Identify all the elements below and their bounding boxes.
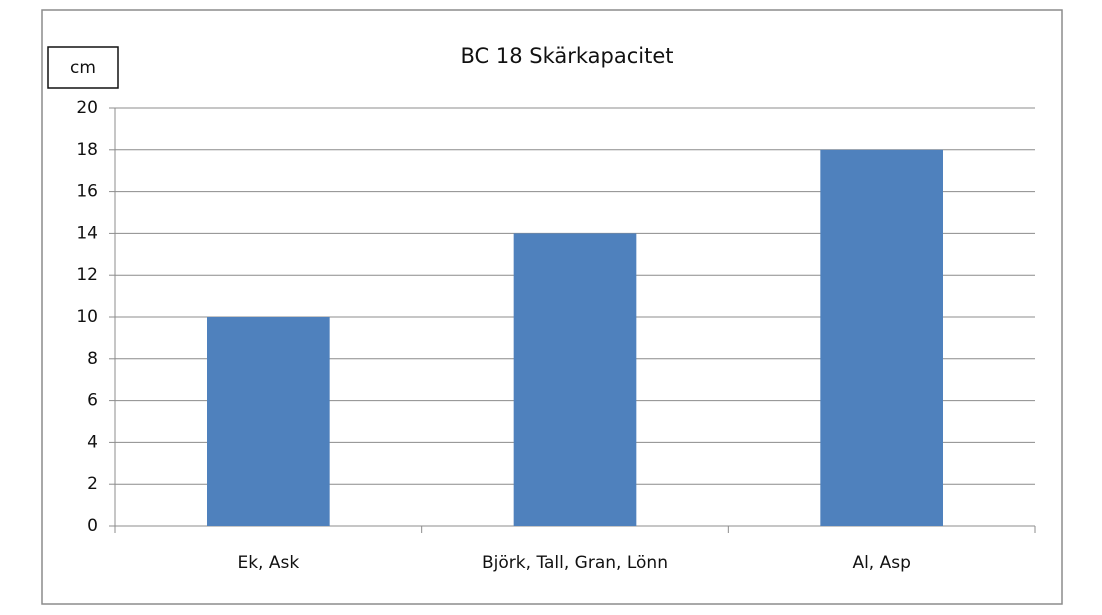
x-tick-label: Ek, Ask [237,553,299,573]
y-tick-label: 10 [76,307,98,327]
chart-title: BC 18 Skärkapacitet [460,44,673,68]
x-tick-label: Björk, Tall, Gran, Lönn [482,553,668,573]
y-tick-label: 18 [76,140,98,160]
y-tick-label: 2 [87,474,98,494]
y-axis-label: cm [70,58,96,78]
bar [820,149,943,527]
y-tick-label: 12 [76,265,98,285]
y-tick-label: 0 [87,516,98,536]
x-tick-label: Al, Asp [852,553,910,573]
y-tick-label: 16 [76,182,98,202]
y-tick-label: 4 [87,432,98,452]
y-tick-label: 8 [87,349,98,369]
bar [513,233,637,526]
y-tick-label: 20 [76,98,98,118]
y-tick-label: 14 [76,223,98,243]
y-label-box [47,46,119,89]
bar [207,317,330,526]
y-tick-label: 6 [87,391,98,411]
